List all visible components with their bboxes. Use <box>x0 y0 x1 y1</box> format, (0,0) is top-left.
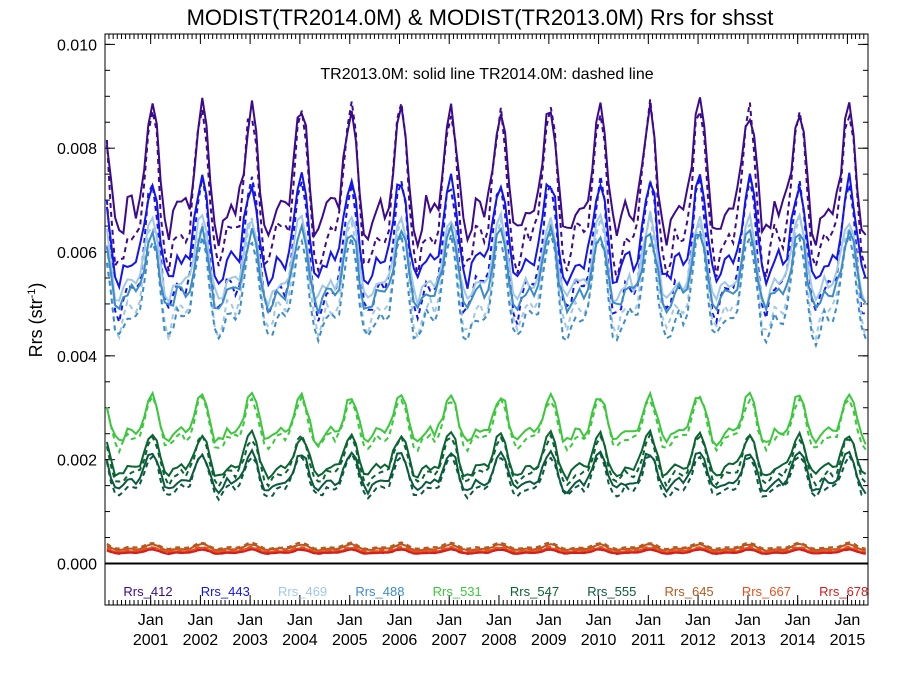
y-tick-label: 0.000 <box>57 556 97 573</box>
legend-label: Rrs_488 <box>355 584 404 599</box>
y-axis-label-main: Rrs (str <box>26 298 46 357</box>
x-tick-label-year: 2002 <box>183 632 219 649</box>
x-tick-label-month: Jan <box>586 612 612 629</box>
x-tick-label-month: Jan <box>635 612 661 629</box>
legend-label: Rrs_531 <box>433 584 482 599</box>
legend-label: Rrs_443 <box>201 584 250 599</box>
legend-label: Rrs_469 <box>278 584 327 599</box>
y-tick-label: 0.010 <box>57 37 97 54</box>
y-tick-label: 0.008 <box>57 141 97 158</box>
x-tick-label-month: Jan <box>735 612 761 629</box>
series-line-Rrs_531-solid <box>105 390 867 448</box>
legend-label: Rrs_645 <box>665 584 714 599</box>
note-dashed-name: TR2014.0M <box>479 66 563 83</box>
x-tick-label-month: Jan <box>387 612 413 629</box>
x-tick-label-month: Jan <box>237 612 263 629</box>
x-tick-label-year: 2013 <box>730 632 766 649</box>
series-line-Rrs_667-dashed <box>106 545 866 553</box>
x-tick-label-year: 2011 <box>631 632 666 649</box>
series-line-Rrs_443-solid <box>105 172 867 291</box>
y-axis-label-close: ) <box>26 283 46 289</box>
x-tick-label-year: 2008 <box>481 632 517 649</box>
x-tick-label-year: 2010 <box>581 632 617 649</box>
x-tick-label-year: 2004 <box>282 632 318 649</box>
y-axis-label: Rrs (str-1) <box>26 283 46 358</box>
x-tick-label-year: 2001 <box>133 632 169 649</box>
series-line-Rrs_645-dashed <box>106 541 866 551</box>
series-line-Rrs_678-dashed <box>106 548 866 556</box>
x-tick-label-year: 2003 <box>232 632 268 649</box>
x-tick-label-month: Jan <box>187 612 213 629</box>
x-tick-label-month: Jan <box>287 612 313 629</box>
legend-label: Rrs_667 <box>742 584 791 599</box>
legend-label: Rrs_678 <box>819 584 868 599</box>
plot-area: 0.000 0.002 0.004 0.006 0.008 0.010 Jan 2001 Jan… <box>57 33 869 649</box>
y-tick-label: 0.006 <box>57 245 97 262</box>
series-line-Rrs_412-dashed <box>105 98 867 281</box>
series-line-Rrs_488-dashed <box>105 227 867 349</box>
x-tick-label-year: 2006 <box>382 632 418 649</box>
x-tick-label-month: Jan <box>835 612 861 629</box>
x-tick-label-month: Jan <box>138 612 164 629</box>
series-line-Rrs_443-dashed <box>105 175 866 326</box>
series-line-Rrs_555-solid <box>105 448 867 496</box>
x-tick-label-month: Jan <box>486 612 512 629</box>
series-line-Rrs_531-dashed <box>105 393 867 455</box>
x-tick-label-year: 2015 <box>830 632 866 649</box>
x-tick-label-month: Jan <box>436 612 462 629</box>
x-tick-label-month: Jan <box>337 612 363 629</box>
x-tick-label-month: Jan <box>685 612 711 629</box>
chart-title: MODIST(TR2014.0M) & MODIST(TR2013.0M) Rr… <box>187 5 774 30</box>
series-line-Rrs_555-dashed <box>105 451 866 502</box>
series-line-Rrs_488-solid <box>105 222 867 315</box>
legend-label: Rrs_555 <box>587 584 636 599</box>
series-line-Rrs_547-dashed <box>105 431 867 489</box>
line-style-note: TR2013.0M: solid line TR2014.0M: dashed … <box>320 66 653 83</box>
legend-label: Rrs_547 <box>510 584 559 599</box>
series-line-Rrs_547-solid <box>105 428 867 482</box>
x-tick-label-year: 2007 <box>431 632 467 649</box>
x-tick-label-year: 2009 <box>531 632 567 649</box>
note-solid-name: TR2013.0M <box>320 66 404 83</box>
x-tick-label-month: Jan <box>785 612 811 629</box>
y-tick-label: 0.002 <box>57 453 97 470</box>
legend-label: Rrs_412 <box>123 584 172 599</box>
x-tick-label-year: 2012 <box>680 632 716 649</box>
y-axis-label-sup: -1 <box>26 289 38 299</box>
x-tick-label-year: 2014 <box>780 632 816 649</box>
x-tick-label-month: Jan <box>536 612 562 629</box>
series-line-Rrs_412-solid <box>105 97 867 250</box>
plot-frame <box>104 33 869 606</box>
y-tick-label: 0.004 <box>57 349 97 366</box>
x-tick-label-year: 2005 <box>332 632 368 649</box>
